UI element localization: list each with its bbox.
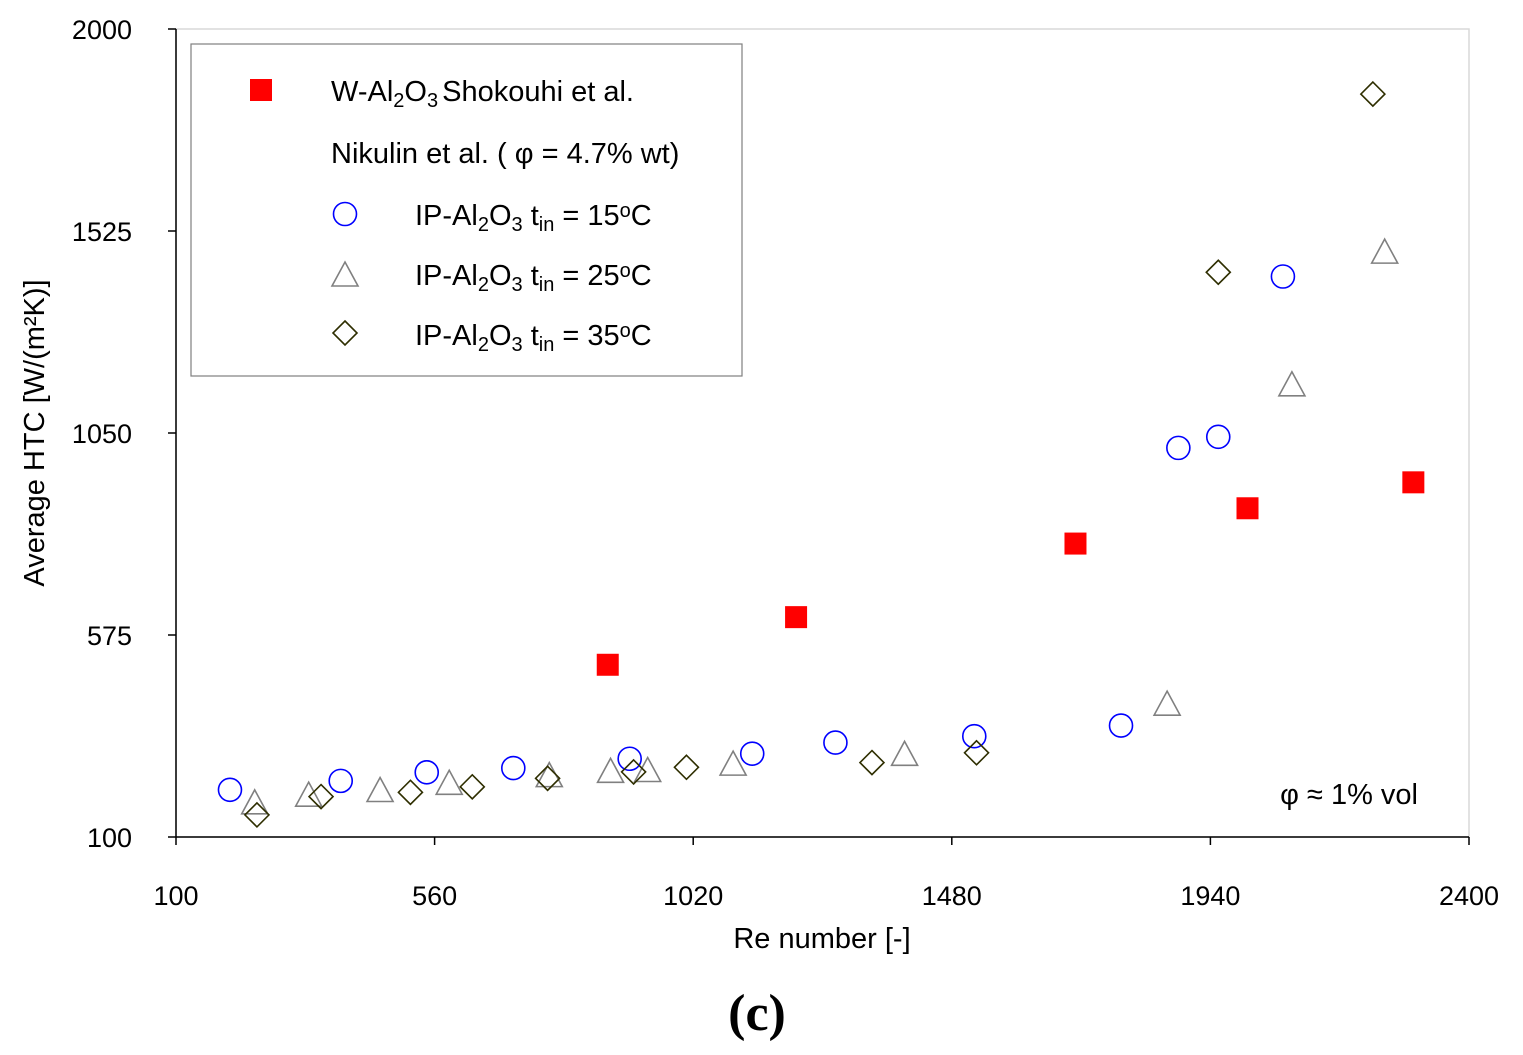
legend-marker-25c [330,260,360,287]
point-s0-0 [596,653,619,676]
point-s3-7 [718,749,748,776]
point-s2-1 [328,768,354,794]
axis-ticks: 100 560 1020 1480 1940 2400 100 575 1050 1525 2000 [72,15,1499,911]
point-s3-2 [365,775,395,803]
point-s2-5 [739,741,765,766]
point-s3-0 [240,788,270,815]
point-s4-4 [534,765,561,792]
point-s0-3 [1236,497,1259,520]
legend-label-shokouhi: W-Al2O3 Shokouhi et al. [331,76,634,112]
point-s2-7 [961,723,987,749]
x-tick-label-1: 560 [412,881,457,911]
legend: W-Al2O3 Shokouhi et al. Nikulin et al. ( … [190,43,743,377]
volume-fraction-note: φ ≈ 1% vol [1280,779,1418,811]
point-s3-10 [1277,370,1307,397]
legend-marker-15c [332,201,358,227]
x-tick-label-3: 1480 [922,881,982,911]
y-tick-label-2: 1050 [72,419,132,449]
x-tick-label-4: 1940 [1180,881,1240,911]
point-s4-6 [673,754,700,781]
point-s2-10 [1205,424,1231,450]
point-s4-0 [243,801,271,829]
x-tick-label-2: 1020 [663,881,723,911]
legend-header-nikulin: Nikulin et al. ( φ = 4.7% wt) [331,138,679,170]
legend-marker-35c [331,319,359,347]
point-s2-11 [1270,264,1296,289]
point-s2-0 [217,777,243,803]
point-s4-3 [459,773,486,800]
legend-label-25c: IP-Al2O3 tin = 25oC [415,260,652,296]
x-tick-label-5: 2400 [1439,881,1499,911]
point-s2-9 [1166,435,1191,461]
point-s2-3 [501,755,526,781]
point-s2-2 [414,760,440,785]
legend-label-35c: IP-Al2O3 tin = 35oC [415,320,652,356]
figure-caption: (c) [728,985,786,1042]
point-s4-10 [1359,80,1386,108]
legend-box [190,43,743,377]
point-s2-8 [1108,713,1134,738]
point-s4-7 [858,749,886,776]
data-marks [217,80,1425,829]
point-s4-1 [307,783,335,810]
point-s4-9 [1205,259,1232,286]
point-s0-2 [1064,532,1087,555]
point-s4-5 [620,758,647,786]
y-tick-label-3: 1525 [72,217,132,247]
point-s3-9 [1152,689,1182,716]
point-s3-3 [434,768,464,796]
x-axis-title: Re number [-] [733,923,910,955]
point-s3-8 [890,739,919,767]
point-s2-4 [617,746,642,772]
legend-marker-shokouhi [250,79,272,101]
y-tick-label-0: 100 [87,823,132,853]
y-tick-label-1: 575 [87,621,132,651]
y-axis-title: Average HTC [W/(m²K)] [19,279,51,586]
point-s0-4 [1402,471,1425,494]
point-s2-6 [823,730,848,755]
point-s3-5 [596,756,625,784]
point-s4-2 [397,779,424,806]
point-s3-1 [294,780,324,807]
point-s4-8 [963,739,990,766]
point-s0-1 [785,606,808,629]
x-tick-label-0: 100 [153,881,198,911]
point-s3-11 [1370,237,1400,264]
point-s3-6 [633,755,663,783]
y-tick-label-4: 2000 [72,15,132,45]
legend-label-15c: IP-Al2O3 tin = 15oC [415,200,652,236]
